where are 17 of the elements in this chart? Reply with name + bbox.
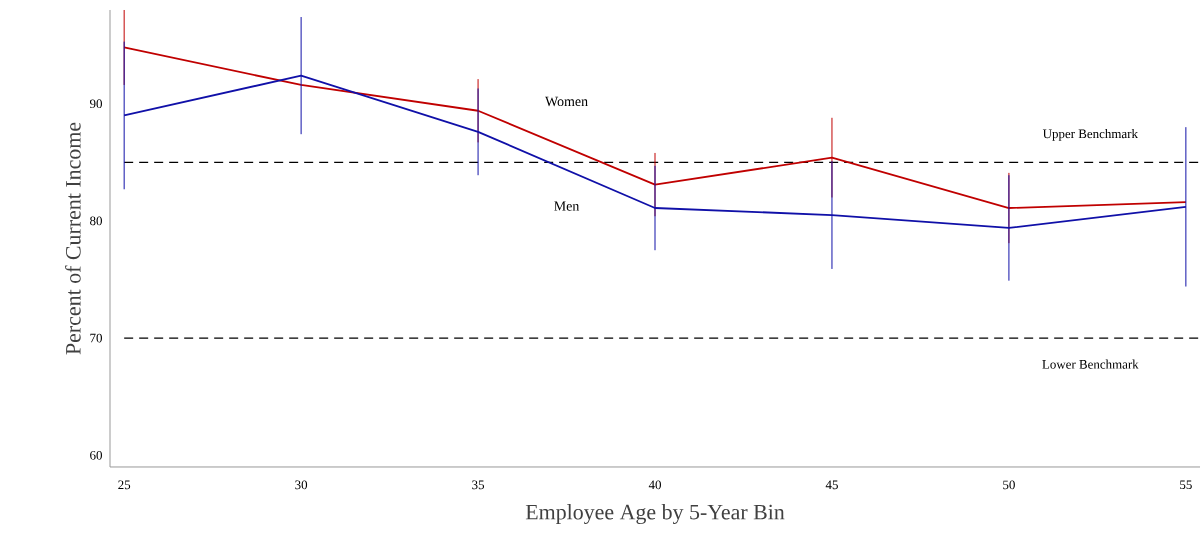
x-tick-label: 50 [1003, 480, 1015, 490]
ref-line-label: Upper Benchmark [1042, 129, 1138, 141]
x-tick-label: 55 [1180, 480, 1192, 490]
x-axis-title: Employee Age by 5-Year Bin [525, 504, 785, 525]
y-tick-label: 80 [90, 216, 102, 226]
y-tick-label: 70 [90, 333, 102, 343]
series-label: Men [554, 201, 580, 211]
y-axis-title: Percent of Current Income [65, 122, 81, 355]
x-tick-label: 35 [472, 480, 485, 490]
x-tick-label: 30 [295, 480, 308, 490]
ref-line-label: Lower Benchmark [1042, 359, 1139, 369]
y-tick-label: 90 [89, 99, 102, 109]
x-tick-label: 45 [825, 480, 838, 490]
y-tick-label: 60 [90, 450, 102, 460]
x-tick-label: 40 [648, 480, 661, 490]
text: Women [545, 96, 588, 107]
x-tick-label: 25 [118, 480, 131, 490]
